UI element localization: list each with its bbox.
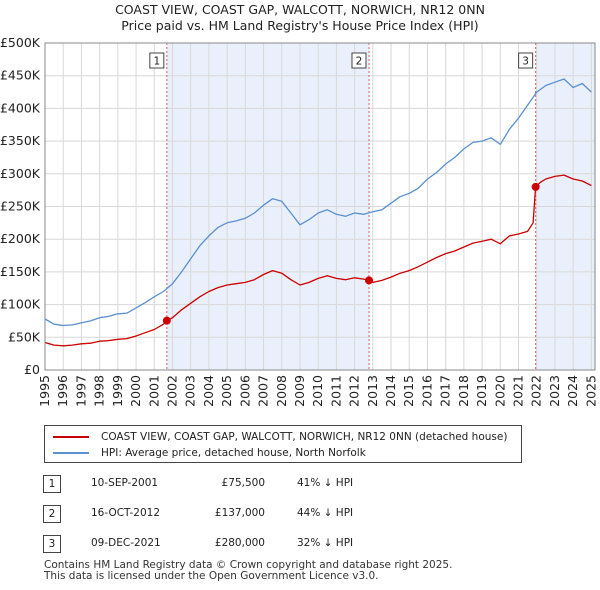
- y-tick-label: £500K: [0, 35, 41, 50]
- legend-property-label: COAST VIEW, COAST GAP, WALCOTT, NORWICH,…: [101, 431, 508, 443]
- y-tick-label: £150K: [0, 264, 41, 279]
- chart-title: COAST VIEW, COAST GAP, WALCOTT, NORWICH,…: [115, 2, 485, 17]
- sale-marker: 1: [43, 475, 61, 493]
- x-tick-label: 2006: [237, 375, 252, 407]
- x-tick-label: 2003: [183, 375, 198, 407]
- x-tick-label: 2008: [274, 375, 289, 407]
- sale-marker: 2: [43, 505, 61, 523]
- legend-item-property: COAST VIEW, COAST GAP, WALCOTT, NORWICH,…: [53, 429, 507, 445]
- sale-point: [364, 276, 373, 285]
- x-tick-label: 2016: [419, 375, 434, 407]
- sale-hpi-delta: 41% ↓ HPI: [297, 477, 354, 489]
- x-tick-label: 2025: [583, 375, 598, 407]
- x-tick-label: 2018: [456, 375, 471, 407]
- x-tick-label: 2000: [128, 375, 143, 407]
- y-tick-label: £450K: [0, 68, 41, 83]
- x-tick-label: 1995: [37, 375, 52, 407]
- x-tick-label: 2001: [146, 375, 161, 407]
- legend-item-hpi: HPI: Average price, detached house, Nort…: [53, 445, 366, 461]
- x-tick-label: 1997: [73, 375, 88, 407]
- sale-label-number: 2: [356, 56, 363, 68]
- sale-price: £75,500: [221, 477, 265, 489]
- x-tick-label: 2021: [511, 375, 526, 407]
- x-tick-label: 2005: [219, 375, 234, 407]
- footer-licence: This data is licensed under the Open Gov…: [44, 570, 379, 582]
- sale-label-box: 3: [518, 52, 534, 69]
- x-tick-label: 1998: [92, 375, 107, 407]
- y-tick-label: £0: [24, 362, 40, 377]
- x-tick-label: 1996: [55, 375, 70, 407]
- x-tick-label: 2010: [310, 375, 325, 407]
- legend: COAST VIEW, COAST GAP, WALCOTT, NORWICH,…: [44, 425, 522, 463]
- legend-hpi-label: HPI: Average price, detached house, Nort…: [101, 447, 366, 459]
- sale-hpi-delta: 44% ↓ HPI: [297, 507, 354, 519]
- sale-label-box: 2: [351, 52, 367, 69]
- chart-subtitle: Price paid vs. HM Land Registry's House …: [121, 18, 478, 33]
- property-line-swatch: [53, 436, 89, 438]
- sale-label-number: 3: [522, 56, 529, 68]
- sale-price: £280,000: [214, 537, 265, 549]
- sale-label-box: 1: [149, 52, 165, 69]
- x-tick-label: 2020: [492, 375, 507, 407]
- x-tick-label: 2015: [401, 375, 416, 407]
- x-tick-label: 2002: [164, 375, 179, 407]
- x-tick-label: 2019: [474, 375, 489, 407]
- hpi-line-swatch: [53, 452, 89, 454]
- sale-date: 09-DEC-2021: [91, 537, 161, 549]
- x-tick-label: 2017: [438, 375, 453, 407]
- sale-label-number: 1: [153, 56, 160, 68]
- x-tick-label: 2013: [365, 375, 380, 407]
- sale-date: 10-SEP-2001: [91, 477, 159, 489]
- hpi-series-line: [44, 78, 592, 327]
- y-tick-label: £100K: [0, 297, 41, 312]
- x-tick-label: 2014: [383, 375, 398, 407]
- price-chart: COAST VIEW, COAST GAP, WALCOTT, NORWICH,…: [0, 2, 598, 407]
- x-tick-label: 2012: [347, 375, 362, 407]
- footer: Contains HM Land Registry data © Crown c…: [44, 560, 452, 582]
- x-tick-label: 2024: [565, 375, 580, 407]
- x-tick-label: 2023: [547, 375, 562, 407]
- x-tick-label: 2009: [292, 375, 307, 407]
- y-tick-label: £250K: [0, 199, 41, 214]
- sale-date: 16-OCT-2012: [91, 507, 160, 519]
- x-tick-label: 2011: [328, 375, 343, 407]
- x-tick-label: 2007: [256, 375, 271, 407]
- footer-copyright: Contains HM Land Registry data © Crown c…: [44, 559, 453, 571]
- plot-border: [44, 42, 596, 371]
- sale-point: [531, 182, 540, 191]
- sale-point: [162, 316, 171, 325]
- property-series-line: [44, 174, 592, 347]
- y-tick-label: £350K: [0, 133, 41, 148]
- x-tick-label: 2022: [529, 375, 544, 407]
- y-tick-label: £400K: [0, 100, 41, 115]
- y-tick-label: £50K: [8, 329, 41, 344]
- sale-price: £137,000: [214, 507, 265, 519]
- sale-marker: 3: [43, 535, 61, 553]
- y-tick-label: £200K: [0, 231, 41, 246]
- y-tick-label: £300K: [0, 166, 41, 181]
- x-tick-label: 1999: [110, 375, 125, 407]
- sale-hpi-delta: 32% ↓ HPI: [297, 537, 354, 549]
- x-tick-label: 2004: [201, 375, 216, 407]
